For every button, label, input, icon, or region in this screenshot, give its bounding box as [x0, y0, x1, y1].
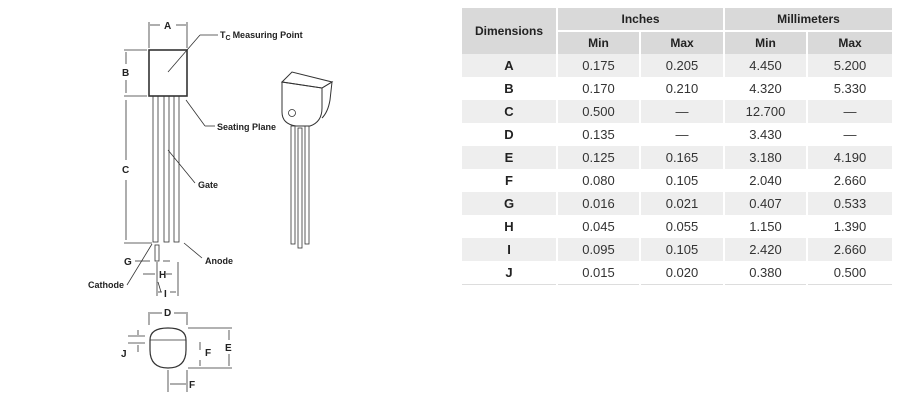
table-row: J 0.015 0.020 0.380 0.500	[462, 261, 892, 285]
inches-max-cell: —	[639, 123, 724, 146]
mm-min-cell: 1.150	[723, 215, 807, 238]
dim-label-g: G	[124, 257, 132, 268]
table-row: I 0.095 0.105 2.420 2.660	[462, 238, 892, 261]
dim-cell: G	[462, 192, 557, 215]
dim-cell: B	[504, 81, 514, 96]
header-millimeters: Millimeters	[723, 8, 892, 31]
mm-min-cell: 4.320	[723, 77, 807, 100]
inches-min-cell: 0.015	[556, 261, 640, 285]
header-dimensions: Dimensions	[462, 8, 557, 54]
gate-label: Gate	[198, 180, 218, 190]
dim-label-c: C	[122, 165, 129, 176]
mm-min-cell: 3.180	[723, 146, 807, 169]
table-row: A 0.175 0.205 4.450 5.200	[462, 54, 892, 77]
seating-plane-label: Seating Plane	[217, 122, 276, 132]
dim-cell: J	[462, 261, 557, 285]
mm-max-cell: —	[806, 123, 892, 146]
mm-max-cell: 5.330	[806, 77, 892, 100]
inches-min-cell: 0.500	[556, 100, 640, 123]
dim-cell: I	[462, 238, 557, 261]
dim-label-h: H	[159, 270, 166, 281]
dim-cell: E	[462, 146, 557, 169]
inches-max-cell: 0.210	[639, 77, 724, 100]
mm-max-cell: 2.660	[806, 169, 892, 192]
dim-label-j: J	[121, 349, 127, 360]
table-row: B 0.170 0.210 4.320 5.330	[462, 77, 892, 100]
cathode-label: Cathode	[88, 280, 124, 290]
dim-cell: C	[462, 100, 557, 123]
mm-min-cell: 3.430	[723, 123, 807, 146]
header-inches-max: Max	[639, 30, 724, 54]
mm-min-cell: 0.407	[723, 192, 807, 215]
mm-min-cell: 12.700	[723, 100, 807, 123]
table-row: G 0.016 0.021 0.407 0.533	[462, 192, 892, 215]
table-row: F 0.080 0.105 2.040 2.660	[462, 169, 892, 192]
dim-label-f-bottom: F	[189, 380, 195, 391]
mm-max-cell: 5.200	[806, 54, 892, 77]
dim-cell: F	[505, 173, 513, 188]
header-inches: Inches	[556, 8, 724, 31]
dim-cell: D	[504, 127, 514, 142]
inches-min-cell: 0.175	[556, 54, 640, 77]
mm-max-cell: 0.533	[806, 192, 892, 215]
dim-cell: A	[462, 54, 557, 77]
inches-min-cell: 0.045	[556, 215, 640, 238]
table-row: E 0.125 0.165 3.180 4.190	[462, 146, 892, 169]
dim-label-d: D	[164, 308, 171, 319]
inches-max-cell: 0.105	[639, 169, 724, 192]
table-row: D 0.135—3.430—	[462, 123, 892, 146]
dim-label-e: E	[225, 343, 232, 354]
inches-min-cell: 0.016	[556, 192, 640, 215]
table-row: C 0.500—12.700—	[462, 100, 892, 123]
package-drawing: A B C G H I D J E F F TC Measuring Point …	[88, 21, 334, 392]
mm-min-cell: 4.450	[723, 54, 807, 77]
mm-max-cell: —	[806, 100, 892, 123]
inches-max-cell: 0.021	[639, 192, 724, 215]
table-row: H 0.045 0.055 1.150 1.390	[462, 215, 892, 238]
mm-max-cell: 2.660	[806, 238, 892, 261]
inches-max-cell: —	[639, 100, 724, 123]
dimensions-table: Dimensions Inches Millimeters Min Max Mi…	[462, 8, 892, 285]
mm-min-cell: 0.380	[723, 261, 807, 285]
mm-min-cell: 2.420	[723, 238, 807, 261]
dim-cell: H	[504, 219, 514, 234]
anode-label: Anode	[205, 256, 233, 266]
tc-measuring-point-label: TC Measuring Point	[220, 30, 303, 42]
dim-label-f-side: F	[205, 348, 211, 359]
mm-max-cell: 0.500	[806, 261, 892, 285]
mm-max-cell: 1.390	[806, 215, 892, 238]
header-mm-max: Max	[806, 30, 892, 54]
inches-max-cell: 0.105	[639, 238, 724, 261]
mm-min-cell: 2.040	[723, 169, 807, 192]
mm-max-cell: 4.190	[806, 146, 892, 169]
inches-min-cell: 0.095	[556, 238, 640, 261]
dim-label-a: A	[164, 21, 171, 32]
inches-max-cell: 0.020	[639, 261, 724, 285]
inches-min-cell: 0.170	[556, 77, 640, 100]
inches-max-cell: 0.055	[639, 215, 724, 238]
header-inches-min: Min	[556, 30, 640, 54]
dim-label-b: B	[122, 68, 129, 79]
inches-max-cell: 0.165	[639, 146, 724, 169]
inches-min-cell: 0.135	[556, 123, 640, 146]
inches-min-cell: 0.125	[556, 146, 640, 169]
header-mm-min: Min	[723, 30, 807, 54]
dim-label-i: I	[164, 289, 167, 300]
inches-min-cell: 0.080	[556, 169, 640, 192]
inches-max-cell: 0.205	[639, 54, 724, 77]
